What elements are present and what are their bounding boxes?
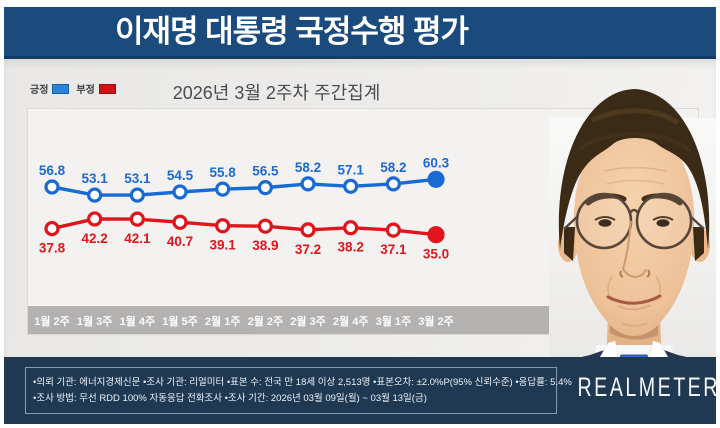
footer-bar: •의뢰 기관: 에너지경제신문 •조사 기관: 리얼미터 •표본 수: 전국 만… — [4, 357, 720, 424]
svg-text:3월 1주: 3월 1주 — [376, 314, 412, 328]
svg-text:39.1: 39.1 — [210, 238, 237, 253]
svg-text:1월 2주: 1월 2주 — [34, 314, 70, 328]
page-title: 이재명 대통령 국정수행 평가 — [114, 14, 469, 49]
legend-item-positive: 긍정 — [30, 81, 70, 96]
svg-text:56.5: 56.5 — [252, 164, 279, 179]
header-bar: 이재명 대통령 국정수행 평가 — [4, 7, 716, 59]
legend-positive-label: 긍정 — [30, 85, 49, 96]
svg-text:2월 4주: 2월 4주 — [333, 314, 369, 328]
chart-legend: 긍정 부정 — [30, 81, 116, 96]
legend-negative-label: 부정 — [76, 85, 95, 96]
svg-text:2월 2주: 2월 2주 — [248, 314, 284, 328]
chart-panel: 긍정 부정 2026년 3월 2주차 주간집계 1월 2주 1월 3주 1월 4주 1… — [4, 59, 716, 416]
svg-text:37.1: 37.1 — [380, 242, 407, 257]
svg-text:1월 3주: 1월 3주 — [77, 314, 113, 328]
legend-positive-swatch-icon — [52, 83, 70, 94]
svg-text:38.2: 38.2 — [338, 240, 364, 255]
legend-negative-swatch-icon — [98, 83, 116, 94]
svg-text:42.1: 42.1 — [124, 231, 151, 246]
svg-text:42.2: 42.2 — [82, 231, 108, 246]
realmeter-logo: REALMETER — [577, 372, 720, 403]
survey-method-line2: •조사 방법: 무선 RDD 100% 자동응답 전화조사 •조사 기간: 20… — [33, 392, 427, 404]
svg-text:57.1: 57.1 — [338, 162, 365, 177]
survey-method-box: •의뢰 기관: 에너지경제신문 •조사 기관: 리얼미터 •표본 수: 전국 만… — [25, 367, 572, 414]
survey-method-line1: •의뢰 기관: 에너지경제신문 •조사 기관: 리얼미터 •표본 수: 전국 만… — [33, 376, 572, 388]
svg-text:2월 1주: 2월 1주 — [205, 314, 241, 328]
svg-text:2월 3주: 2월 3주 — [290, 314, 326, 328]
svg-text:58.2: 58.2 — [380, 160, 406, 175]
svg-text:60.3: 60.3 — [423, 155, 450, 170]
svg-text:53.1: 53.1 — [124, 171, 151, 186]
svg-text:37.2: 37.2 — [295, 242, 321, 257]
svg-text:1월 5주: 1월 5주 — [162, 314, 198, 328]
svg-text:54.5: 54.5 — [167, 168, 194, 183]
svg-text:53.1: 53.1 — [82, 171, 109, 186]
svg-text:3월 2주: 3월 2주 — [418, 314, 454, 328]
svg-text:37.8: 37.8 — [39, 241, 66, 256]
legend-item-negative: 부정 — [76, 81, 116, 96]
svg-text:1월 4주: 1월 4주 — [120, 314, 156, 328]
svg-text:56.8: 56.8 — [39, 163, 66, 178]
svg-text:35.0: 35.0 — [423, 247, 449, 262]
svg-text:58.2: 58.2 — [295, 160, 321, 175]
chart-subtitle: 2026년 3월 2주차 주간집계 — [172, 83, 381, 103]
svg-text:55.8: 55.8 — [210, 165, 237, 180]
svg-text:38.9: 38.9 — [252, 238, 278, 253]
svg-text:40.7: 40.7 — [167, 234, 193, 249]
